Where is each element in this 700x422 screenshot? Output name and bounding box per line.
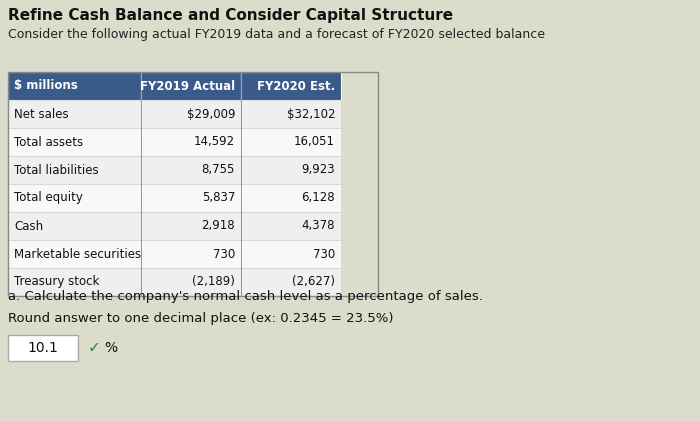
Bar — [8, 72, 378, 296]
Text: 2,918: 2,918 — [202, 219, 235, 233]
Bar — [141, 100, 241, 128]
Bar — [141, 240, 241, 268]
Bar — [241, 72, 341, 100]
Bar — [8, 128, 141, 156]
Text: 8,755: 8,755 — [202, 163, 235, 176]
Bar — [8, 156, 141, 184]
Bar — [8, 100, 141, 128]
Bar — [8, 335, 78, 361]
Text: Round answer to one decimal place (ex: 0.2345 = 23.5%): Round answer to one decimal place (ex: 0… — [8, 312, 393, 325]
Bar — [241, 128, 341, 156]
Text: 6,128: 6,128 — [302, 192, 335, 205]
Bar — [241, 100, 341, 128]
Text: Net sales: Net sales — [14, 108, 69, 121]
Text: $29,009: $29,009 — [187, 108, 235, 121]
Text: Refine Cash Balance and Consider Capital Structure: Refine Cash Balance and Consider Capital… — [8, 8, 453, 23]
Bar — [141, 128, 241, 156]
Text: 16,051: 16,051 — [294, 135, 335, 149]
Text: 730: 730 — [213, 247, 235, 260]
Text: ✓: ✓ — [88, 341, 101, 355]
Text: $ millions: $ millions — [14, 79, 78, 92]
Text: 10.1: 10.1 — [27, 341, 58, 355]
Bar — [241, 268, 341, 296]
Bar — [8, 268, 141, 296]
Bar — [141, 212, 241, 240]
Text: Marketable securities: Marketable securities — [14, 247, 141, 260]
Text: Total equity: Total equity — [14, 192, 83, 205]
Text: 9,923: 9,923 — [302, 163, 335, 176]
Text: %: % — [104, 341, 117, 355]
Bar — [241, 156, 341, 184]
Text: Total liabilities: Total liabilities — [14, 163, 99, 176]
Bar — [141, 268, 241, 296]
Bar — [141, 72, 241, 100]
Text: 730: 730 — [313, 247, 335, 260]
Bar — [141, 184, 241, 212]
Bar — [241, 212, 341, 240]
Text: 5,837: 5,837 — [202, 192, 235, 205]
Bar — [8, 184, 141, 212]
Text: Treasury stock: Treasury stock — [14, 276, 99, 289]
Text: Total assets: Total assets — [14, 135, 83, 149]
Bar — [8, 240, 141, 268]
Text: Cash: Cash — [14, 219, 43, 233]
Text: 14,592: 14,592 — [194, 135, 235, 149]
Text: (2,189): (2,189) — [193, 276, 235, 289]
Text: $32,102: $32,102 — [286, 108, 335, 121]
Bar — [241, 184, 341, 212]
Bar — [241, 240, 341, 268]
Text: FY2019 Actual: FY2019 Actual — [140, 79, 235, 92]
Bar — [141, 156, 241, 184]
Text: Consider the following actual FY2019 data and a forecast of FY2020 selected bala: Consider the following actual FY2019 dat… — [8, 28, 545, 41]
Bar — [8, 212, 141, 240]
Text: (2,627): (2,627) — [292, 276, 335, 289]
Text: a. Calculate the company's normal cash level as a percentage of sales.: a. Calculate the company's normal cash l… — [8, 290, 483, 303]
Text: 4,378: 4,378 — [302, 219, 335, 233]
Text: FY2020 Est.: FY2020 Est. — [257, 79, 335, 92]
Bar — [8, 72, 141, 100]
